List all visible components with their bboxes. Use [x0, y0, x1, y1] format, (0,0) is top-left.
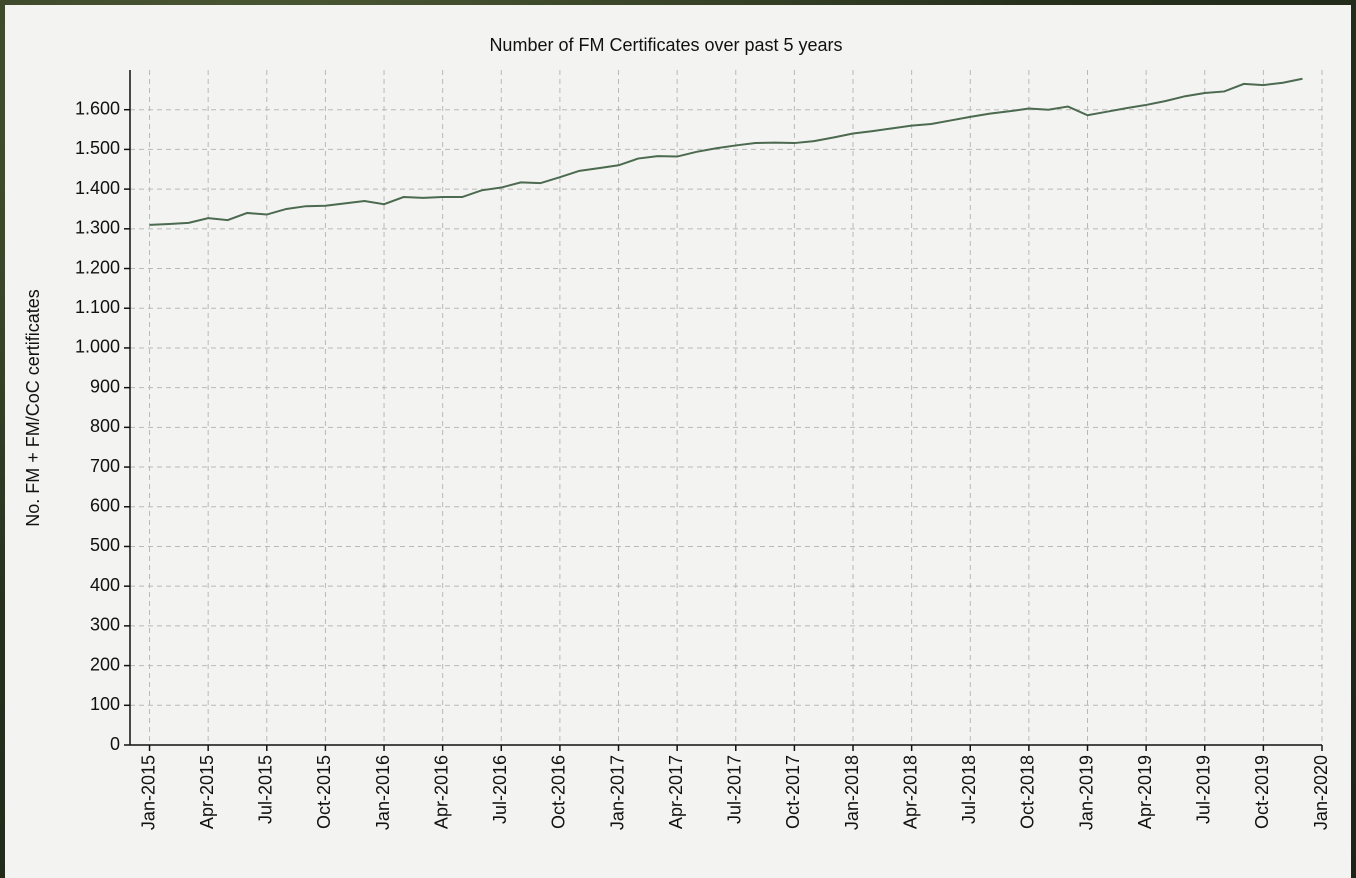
y-tick-label: 0	[110, 734, 120, 754]
x-tick-label: Apr-2019	[1135, 755, 1155, 829]
x-tick-label: Jan-2016	[373, 755, 393, 830]
x-tick-label: Jan-2018	[842, 755, 862, 830]
x-tick-label: Jan-2015	[138, 755, 158, 830]
y-tick-label: 1.300	[75, 218, 120, 238]
x-tick-label: Jul-2019	[1194, 755, 1214, 824]
y-tick-label: 800	[90, 416, 120, 436]
y-tick-label: 1.000	[75, 337, 120, 357]
y-tick-label: 700	[90, 456, 120, 476]
y-tick-label: 900	[90, 376, 120, 396]
x-tick-label: Apr-2016	[431, 755, 451, 829]
x-tick-label: Oct-2019	[1252, 755, 1272, 829]
x-tick-label: Oct-2017	[783, 755, 803, 829]
x-tick-label: Jul-2016	[490, 755, 510, 824]
y-tick-label: 1.400	[75, 178, 120, 198]
chart-title: Number of FM Certificates over past 5 ye…	[489, 35, 842, 55]
y-axis-label: No. FM + FM/CoC certificates	[23, 289, 43, 527]
x-tick-label: Jan-2020	[1311, 755, 1331, 830]
x-tick-label: Oct-2018	[1018, 755, 1038, 829]
y-tick-label: 500	[90, 535, 120, 555]
data-line	[149, 77, 1303, 226]
x-tick-label: Jan-2019	[1076, 755, 1096, 830]
y-tick-label: 1.600	[75, 98, 120, 118]
x-tick-label: Apr-2018	[900, 755, 920, 829]
y-tick-label: 200	[90, 654, 120, 674]
x-tick-label: Apr-2015	[197, 755, 217, 829]
chart-panel	[5, 5, 1351, 878]
x-tick-label: Apr-2017	[666, 755, 686, 829]
y-tick-label: 1.500	[75, 138, 120, 158]
x-tick-label: Jul-2015	[256, 755, 276, 824]
y-tick-label: 1.200	[75, 257, 120, 277]
x-tick-label: Oct-2016	[549, 755, 569, 829]
y-tick-label: 1.100	[75, 297, 120, 317]
x-tick-label: Jul-2018	[959, 755, 979, 824]
x-tick-label: Jan-2017	[607, 755, 627, 830]
y-tick-label: 100	[90, 694, 120, 714]
x-tick-label: Oct-2015	[314, 755, 334, 829]
y-tick-label: 400	[90, 575, 120, 595]
y-tick-label: 600	[90, 496, 120, 516]
x-tick-label: Jul-2017	[725, 755, 745, 824]
y-tick-label: 300	[90, 615, 120, 635]
